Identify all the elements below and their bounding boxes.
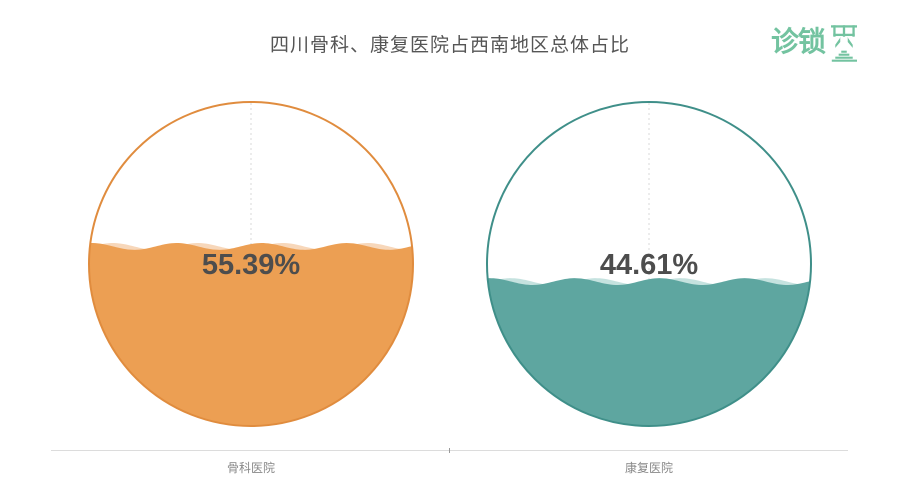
svg-text:44.61%: 44.61%	[600, 249, 699, 281]
svg-text:55.39%: 55.39%	[202, 249, 301, 281]
